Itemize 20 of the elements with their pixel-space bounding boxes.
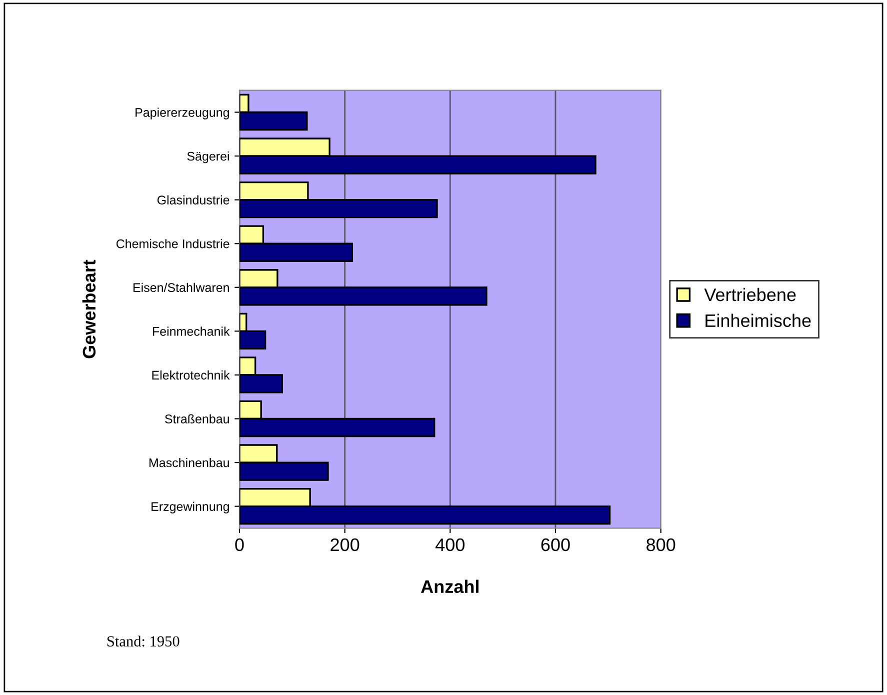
y-tick-label: Eisen/Stahlwaren [134,282,229,292]
x-tick-label: 400 [436,538,465,552]
y-tick-label: Papiererzeugung [136,108,229,120]
legend-label: Vertriebene [704,288,796,302]
x-axis-title: Anzahl [421,580,478,594]
text: Stand: 1950 [107,636,180,647]
x-tick-label: 200 [330,538,360,552]
y-tick-label: Erzgewinnung [152,502,229,514]
y-tick-label: Elektrotechnik [152,370,230,380]
legend-label: Einheimische [706,314,811,328]
x-tick-label: 0 [235,538,244,552]
y-tick-label: Maschinenbau [149,458,229,468]
y-tick-label: Glasindustrie [157,195,230,204]
y-tick-label: Chemische Industrie [116,239,230,248]
y-tick-label: Feinmechanik [152,326,230,336]
y-tick-label: Straßenbau [165,414,229,424]
y-axis-title: Gewerbeart [82,260,96,358]
y-tick-label: Sägerei [187,152,229,164]
x-tick-label: 800 [646,538,676,552]
x-tick-label: 600 [541,538,570,552]
